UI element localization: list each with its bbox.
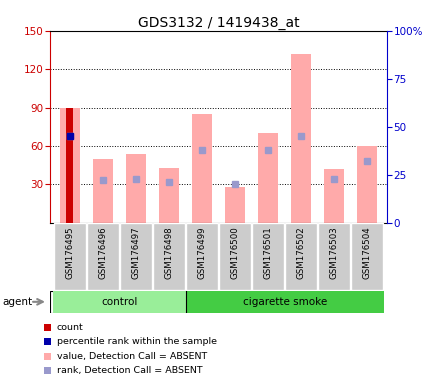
Bar	[252, 223, 283, 290]
Bar	[93, 159, 112, 223]
Text: GSM176496: GSM176496	[98, 226, 107, 279]
Bar	[351, 223, 382, 290]
Bar	[285, 223, 316, 290]
Bar	[159, 168, 178, 223]
Text: GSM176498: GSM176498	[164, 226, 173, 279]
Text: GSM176503: GSM176503	[329, 226, 338, 279]
Text: control: control	[101, 297, 137, 307]
Bar	[357, 146, 376, 223]
Bar	[225, 187, 244, 223]
Text: percentile rank within the sample: percentile rank within the sample	[56, 337, 216, 346]
Text: GSM176497: GSM176497	[131, 226, 140, 279]
Text: cigarette smoke: cigarette smoke	[242, 297, 326, 307]
Text: GSM176499: GSM176499	[197, 226, 206, 278]
Text: GSM176495: GSM176495	[65, 226, 74, 279]
Bar	[192, 114, 211, 223]
Bar	[87, 223, 118, 290]
Bar	[324, 169, 343, 223]
Text: GSM176504: GSM176504	[362, 226, 371, 279]
Text: GSM176502: GSM176502	[296, 226, 305, 279]
Text: rank, Detection Call = ABSENT: rank, Detection Call = ABSENT	[56, 366, 202, 376]
Bar	[219, 223, 250, 290]
Text: GSM176501: GSM176501	[263, 226, 272, 279]
Bar	[291, 54, 310, 223]
Bar	[66, 108, 73, 223]
Bar	[185, 291, 383, 313]
Text: agent: agent	[2, 297, 32, 307]
Text: value, Detection Call = ABSENT: value, Detection Call = ABSENT	[56, 352, 206, 361]
Bar	[318, 223, 349, 290]
Bar	[258, 133, 277, 223]
Bar	[120, 223, 151, 290]
Bar	[126, 154, 145, 223]
Bar	[60, 108, 79, 223]
Bar	[153, 223, 184, 290]
Text: GSM176500: GSM176500	[230, 226, 239, 279]
Text: count: count	[56, 323, 83, 332]
Bar	[53, 291, 185, 313]
Bar	[186, 223, 217, 290]
Title: GDS3132 / 1419438_at: GDS3132 / 1419438_at	[138, 16, 299, 30]
Bar	[54, 223, 85, 290]
